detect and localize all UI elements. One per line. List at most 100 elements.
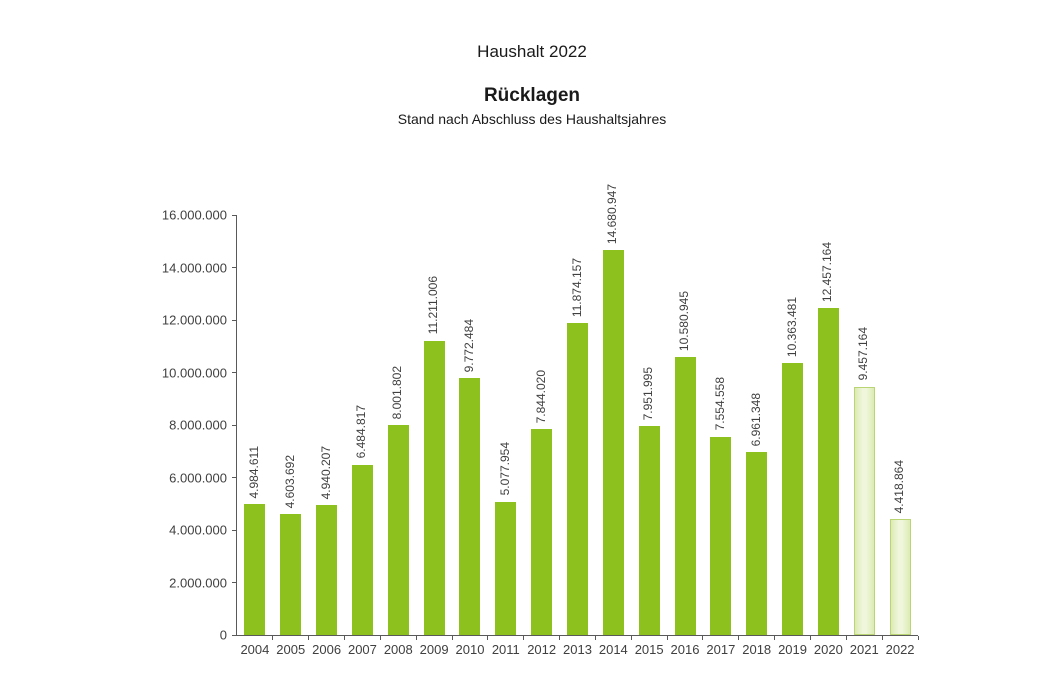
y-axis-tick-label: 12.000.000 bbox=[161, 312, 227, 328]
x-axis-tick bbox=[666, 636, 668, 640]
x-axis-tick bbox=[308, 636, 310, 640]
x-axis-category-label: 2012 bbox=[527, 642, 557, 657]
x-axis-tick bbox=[559, 636, 561, 640]
bar-value-label: 4.603.692 bbox=[282, 454, 297, 509]
x-axis-category-label: 2017 bbox=[706, 642, 736, 657]
bar-value-label: 7.844.020 bbox=[533, 369, 548, 424]
y-axis-tick bbox=[232, 424, 237, 426]
bar-2011 bbox=[495, 501, 517, 635]
x-axis-category-label: 2006 bbox=[312, 642, 342, 657]
x-axis-category-label: 2011 bbox=[491, 642, 520, 657]
bar-value-label: 9.772.484 bbox=[461, 319, 476, 373]
x-axis-category-label: 2014 bbox=[598, 642, 628, 657]
bar-2019 bbox=[782, 362, 804, 635]
x-axis-category-label: 2022 bbox=[885, 642, 915, 657]
x-axis-tick bbox=[594, 636, 596, 640]
x-axis-category-label: 2007 bbox=[347, 642, 377, 657]
y-axis-tick-label: 10.000.000 bbox=[161, 365, 227, 380]
bar-2017 bbox=[710, 436, 732, 635]
bar-2013 bbox=[567, 323, 588, 635]
y-axis-tick-label: 4.000.000 bbox=[169, 522, 227, 538]
y-axis-tick-label: 16.000.000 bbox=[161, 207, 227, 223]
bar-value-label: 6.961.348 bbox=[748, 392, 763, 447]
bar-2015 bbox=[638, 426, 660, 635]
bar-value-label: 11.211.006 bbox=[426, 276, 441, 335]
y-axis-tick bbox=[232, 582, 237, 583]
y-axis-tick bbox=[232, 477, 237, 478]
y-axis-tick-label: 8.000.000 bbox=[169, 417, 227, 433]
x-axis-tick bbox=[487, 636, 489, 640]
bar-value-label: 9.457.164 bbox=[856, 327, 871, 381]
bar-2010 bbox=[459, 378, 481, 635]
x-axis-category-label: 2010 bbox=[455, 642, 485, 657]
bar-value-label: 7.554.558 bbox=[712, 377, 727, 431]
bar-value-label: 6.484.817 bbox=[354, 405, 369, 459]
ruecklagen-bar-chart: 0 2.000.000 4.000.000 6.000.000 8.000.000 10.… bbox=[162, 184, 919, 657]
bar-2014 bbox=[602, 249, 624, 635]
x-axis-category-label: 2016 bbox=[670, 642, 700, 657]
x-axis-tick bbox=[738, 636, 740, 640]
bar-2005 bbox=[280, 514, 302, 635]
x-axis-category-label: 2013 bbox=[563, 642, 592, 657]
x-axis-tick bbox=[774, 636, 776, 640]
x-axis-tick bbox=[845, 636, 847, 640]
x-axis-category-label: 2004 bbox=[240, 642, 270, 657]
x-axis-category-label: 2021 bbox=[849, 642, 879, 657]
y-axis-tick bbox=[232, 319, 237, 321]
y-axis-tick bbox=[232, 634, 237, 636]
x-axis-category-label: 2015 bbox=[634, 642, 664, 657]
x-axis-tick bbox=[702, 636, 704, 640]
x-axis-category-label: 2019 bbox=[778, 642, 807, 657]
bar-value-label: 10.363.481 bbox=[784, 296, 799, 357]
chart-subtitle: Stand nach Abschluss des Haushaltsjahres bbox=[397, 111, 667, 127]
y-axis-tick-label: 2.000.000 bbox=[169, 575, 227, 590]
bar-2009 bbox=[423, 340, 445, 635]
x-axis-category-label: 2009 bbox=[419, 642, 449, 657]
bar-value-label: 7.951.995 bbox=[641, 366, 656, 421]
x-axis-tick bbox=[809, 636, 811, 640]
y-axis-tick bbox=[232, 529, 237, 531]
page-title: Haushalt 2022 bbox=[477, 42, 587, 61]
y-axis-tick bbox=[232, 214, 237, 216]
x-axis-category-label: 2020 bbox=[813, 642, 843, 657]
bar-2021 bbox=[853, 386, 875, 635]
bar-value-label: 4.940.207 bbox=[318, 445, 333, 500]
bar-value-label: 5.077.954 bbox=[497, 442, 512, 496]
bar-value-label: 8.001.802 bbox=[390, 365, 405, 419]
bar-2008 bbox=[387, 424, 409, 635]
x-axis-tick bbox=[415, 636, 417, 640]
chart-title: Rücklagen bbox=[483, 85, 581, 106]
y-axis-tick bbox=[232, 372, 237, 373]
x-axis-tick bbox=[881, 636, 883, 640]
bar-value-label: 4.418.864 bbox=[892, 459, 907, 514]
bar-value-label: 11.874.157 bbox=[569, 258, 584, 318]
bar-2022 bbox=[889, 519, 911, 635]
x-axis-category-label: 2005 bbox=[276, 642, 306, 657]
bar-2016 bbox=[674, 357, 696, 635]
bar-value-label: 12.457.164 bbox=[820, 241, 835, 302]
bar-2012 bbox=[531, 429, 553, 635]
bar-2006 bbox=[316, 505, 338, 635]
x-axis-tick bbox=[523, 636, 525, 640]
x-axis-category-label: 2018 bbox=[742, 642, 772, 657]
report-header: Haushalt 2022 Rücklagen Stand nach Absch… bbox=[0, 42, 1064, 127]
bar-2004 bbox=[244, 504, 266, 635]
bar-value-label: 10.580.945 bbox=[677, 291, 692, 352]
bar-2018 bbox=[746, 452, 768, 635]
x-axis-tick bbox=[630, 636, 632, 640]
x-axis-tick bbox=[272, 636, 274, 640]
y-axis-tick-label: 0 bbox=[219, 627, 227, 643]
y-axis-tick-label: 14.000.000 bbox=[161, 260, 227, 275]
y-axis-tick bbox=[232, 267, 237, 268]
x-axis-tick bbox=[451, 636, 453, 640]
bar-2020 bbox=[817, 308, 839, 635]
x-axis-tick bbox=[917, 636, 919, 640]
bar-value-label: 4.984.611 bbox=[246, 445, 261, 499]
x-axis-category-label: 2008 bbox=[383, 642, 413, 657]
bar-value-label: 14.680.947 bbox=[605, 183, 620, 244]
x-axis-tick bbox=[344, 636, 346, 640]
y-axis-tick-label: 6.000.000 bbox=[169, 470, 227, 485]
bar-2007 bbox=[351, 464, 373, 635]
x-axis-tick bbox=[379, 636, 381, 640]
